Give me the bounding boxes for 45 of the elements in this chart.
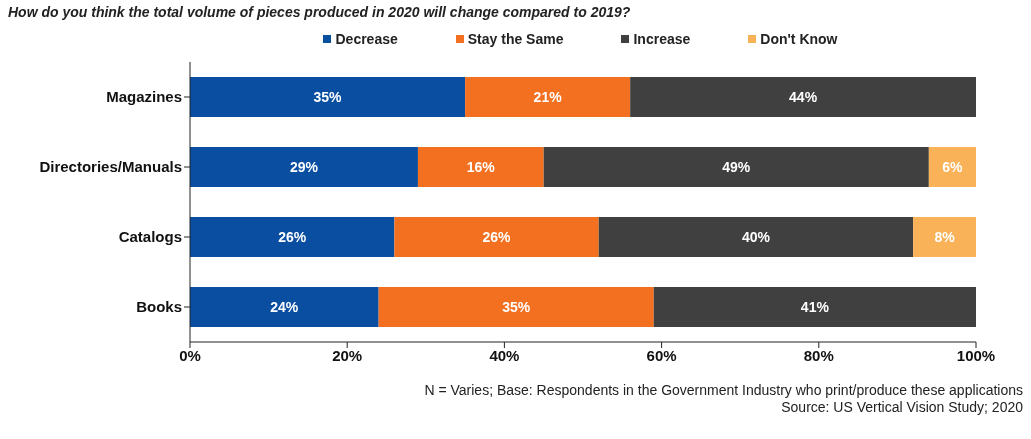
bar <box>598 217 914 257</box>
x-tick-label: 20% <box>332 346 363 364</box>
bar <box>394 217 599 257</box>
legend-label: Don't Know <box>760 31 838 47</box>
bar <box>190 217 395 257</box>
x-tick-label: 80% <box>803 346 834 364</box>
data-label: 26% <box>278 228 307 245</box>
legend-label: Stay the Same <box>467 31 564 47</box>
x-tick-label: 0% <box>179 346 201 364</box>
x-tick-label: 100% <box>956 346 996 364</box>
y-tick-label: Catalogs <box>118 228 182 246</box>
bar <box>190 77 466 117</box>
y-tick-label: Directories/Manuals <box>39 158 182 176</box>
bar <box>190 287 379 327</box>
data-label: 35% <box>313 88 343 105</box>
x-tick-label: 40% <box>489 346 520 364</box>
data-label: 16% <box>466 158 496 175</box>
data-label: 29% <box>289 158 319 175</box>
data-label: 26% <box>482 228 512 245</box>
data-label: 40% <box>741 228 771 245</box>
data-label: 6% <box>942 158 964 175</box>
bar <box>417 147 544 187</box>
bar <box>913 217 976 257</box>
data-label: 41% <box>800 298 830 315</box>
bar <box>378 287 654 327</box>
bar <box>928 147 976 187</box>
y-tick-label: Books <box>136 298 182 316</box>
bar <box>190 147 418 187</box>
bar <box>653 287 976 327</box>
legend-label: Decrease <box>335 31 398 47</box>
data-label: 21% <box>533 88 563 105</box>
bar <box>543 147 929 187</box>
x-tick-label: 60% <box>646 346 677 364</box>
y-tick-label: Magazines <box>106 88 182 106</box>
data-label: 24% <box>270 298 299 315</box>
bar <box>465 77 631 117</box>
legend-label: Increase <box>633 31 691 47</box>
data-label: 8% <box>934 228 956 245</box>
data-label: 44% <box>789 88 818 105</box>
bar <box>630 77 976 117</box>
text: N = Varies; Base: Respondents in the Government Industry who print/produce these applications <box>423 382 1023 399</box>
data-label: 35% <box>502 298 531 315</box>
chart-title: How do you think the total volume of pieces produced in 2020 will change compared to 2019? <box>8 4 632 22</box>
data-label: 49% <box>722 158 751 175</box>
source-note: Source: US Vertical Vision Study; 2020 <box>780 399 1023 416</box>
